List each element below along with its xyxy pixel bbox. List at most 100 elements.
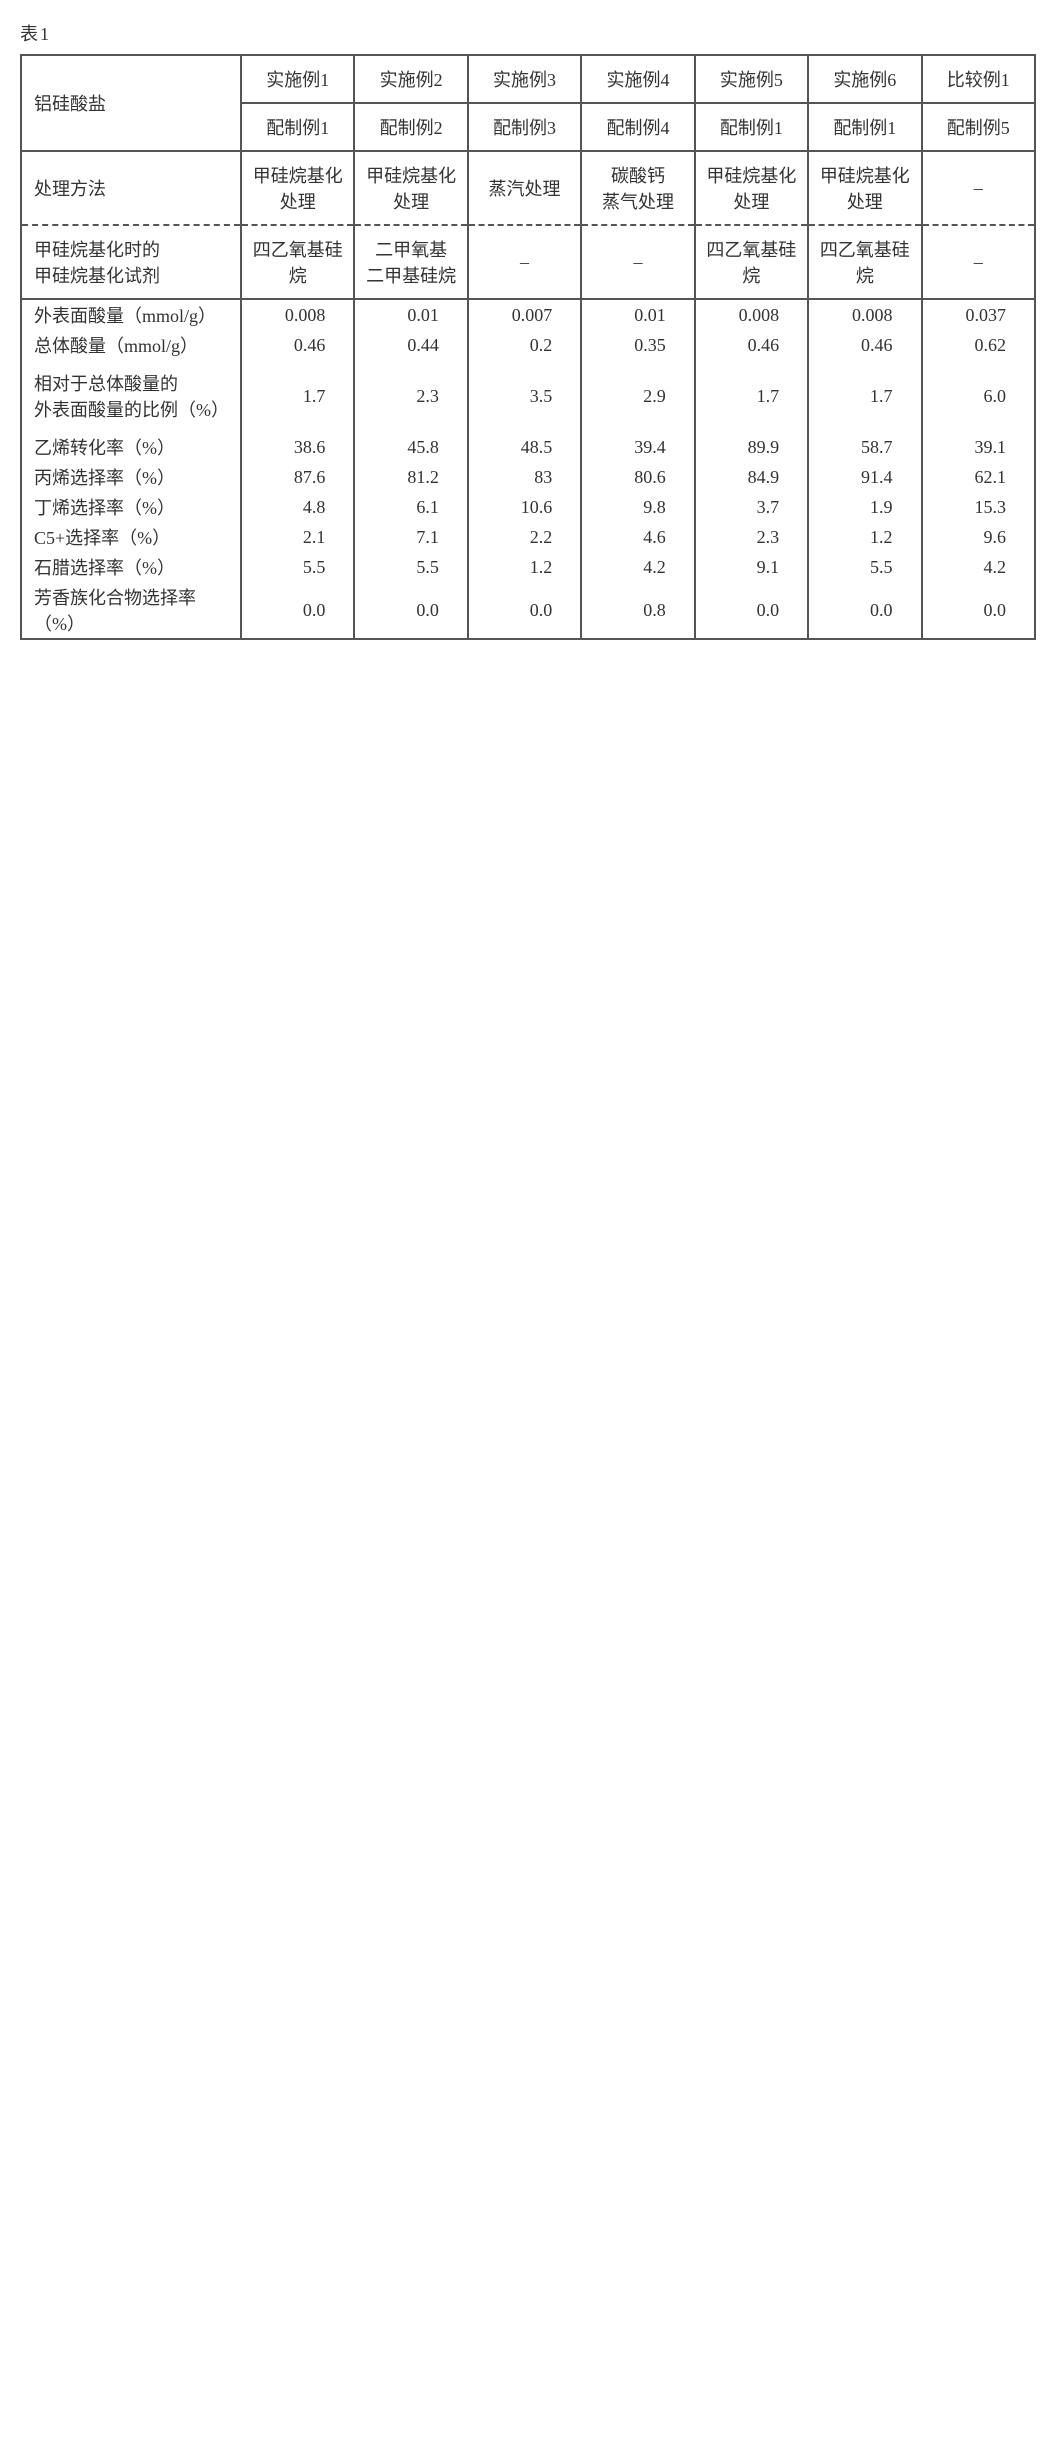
cell: 2.9 — [581, 360, 694, 432]
cell: 58.7 — [808, 432, 921, 462]
cell: 0.008 — [695, 299, 808, 330]
cell: 4.2 — [922, 552, 1035, 582]
row-ratio: 相对于总体酸量的 外表面酸量的比例（%） 1.7 2.3 3.5 2.9 1.7… — [21, 360, 1035, 432]
row-c5-sel: C5+选择率（%） 2.1 7.1 2.2 4.6 2.3 1.2 9.6 — [21, 522, 1035, 552]
cell: 1.7 — [695, 360, 808, 432]
row-label: C5+选择率（%） — [21, 522, 241, 552]
col-subheader: 配制例3 — [468, 103, 581, 151]
cell: 0.35 — [581, 330, 694, 360]
row-label: 芳香族化合物选择率（%） — [21, 582, 241, 639]
cell: 0.01 — [581, 299, 694, 330]
row-label: 乙烯转化率（%） — [21, 432, 241, 462]
cell: 45.8 — [354, 432, 467, 462]
row-label: 总体酸量（mmol/g） — [21, 330, 241, 360]
row-treatment: 处理方法 甲硅烷基化 处理 甲硅烷基化 处理 蒸汽处理 碳酸钙 蒸气处理 甲硅烷… — [21, 151, 1035, 225]
row-label: 丙烯选择率（%） — [21, 462, 241, 492]
cell: 5.5 — [808, 552, 921, 582]
col-header: 实施例1 — [241, 55, 354, 103]
col-subheader: 配制例1 — [808, 103, 921, 151]
row-label-treatment: 处理方法 — [21, 151, 241, 225]
cell: 四乙氧基硅烷 — [808, 225, 921, 299]
cell: 39.1 — [922, 432, 1035, 462]
row-label: 外表面酸量（mmol/g） — [21, 299, 241, 330]
cell: 39.4 — [581, 432, 694, 462]
cell: 四乙氧基硅烷 — [695, 225, 808, 299]
cell: 0.007 — [468, 299, 581, 330]
cell: 甲硅烷基化 处理 — [354, 151, 467, 225]
col-header: 比较例1 — [922, 55, 1035, 103]
cell: 0.46 — [695, 330, 808, 360]
cell: 0.46 — [808, 330, 921, 360]
col-subheader: 配制例2 — [354, 103, 467, 151]
cell: 1.2 — [468, 552, 581, 582]
cell: 2.3 — [354, 360, 467, 432]
cell: 5.5 — [354, 552, 467, 582]
cell: 1.2 — [808, 522, 921, 552]
cell: 0.8 — [581, 582, 694, 639]
row-label: 石腊选择率（%） — [21, 552, 241, 582]
cell: 0.0 — [808, 582, 921, 639]
cell: 4.6 — [581, 522, 694, 552]
cell: 0.0 — [354, 582, 467, 639]
cell: – — [581, 225, 694, 299]
cell: 38.6 — [241, 432, 354, 462]
cell: 9.8 — [581, 492, 694, 522]
cell: 蒸汽处理 — [468, 151, 581, 225]
cell: 48.5 — [468, 432, 581, 462]
cell: 0.008 — [241, 299, 354, 330]
cell: 62.1 — [922, 462, 1035, 492]
row-aromatic-sel: 芳香族化合物选择率（%） 0.0 0.0 0.0 0.8 0.0 0.0 0.0 — [21, 582, 1035, 639]
table-caption: 表1 — [20, 20, 1036, 46]
cell: 9.1 — [695, 552, 808, 582]
cell: 甲硅烷基化 处理 — [241, 151, 354, 225]
cell: 10.6 — [468, 492, 581, 522]
cell: 6.1 — [354, 492, 467, 522]
cell: 3.5 — [468, 360, 581, 432]
cell: – — [922, 151, 1035, 225]
cell: 0.46 — [241, 330, 354, 360]
row-ext-acid: 外表面酸量（mmol/g） 0.008 0.01 0.007 0.01 0.00… — [21, 299, 1035, 330]
col-header: 实施例2 — [354, 55, 467, 103]
row-eth-conv: 乙烯转化率（%） 38.6 45.8 48.5 39.4 89.9 58.7 3… — [21, 432, 1035, 462]
cell: 4.2 — [581, 552, 694, 582]
row-label: 丁烯选择率（%） — [21, 492, 241, 522]
cell: – — [468, 225, 581, 299]
cell: 0.44 — [354, 330, 467, 360]
col-subheader: 配制例4 — [581, 103, 694, 151]
cell: 7.1 — [354, 522, 467, 552]
col-subheader: 配制例5 — [922, 103, 1035, 151]
col-header: 实施例4 — [581, 55, 694, 103]
cell: 2.1 — [241, 522, 354, 552]
cell: 1.7 — [808, 360, 921, 432]
cell: 9.6 — [922, 522, 1035, 552]
row-label: 相对于总体酸量的 外表面酸量的比例（%） — [21, 360, 241, 432]
cell: 甲硅烷基化 处理 — [808, 151, 921, 225]
cell: 0.037 — [922, 299, 1035, 330]
row-prop-sel: 丙烯选择率（%） 87.6 81.2 83 80.6 84.9 91.4 62.… — [21, 462, 1035, 492]
cell: 87.6 — [241, 462, 354, 492]
cell: 15.3 — [922, 492, 1035, 522]
row-label-aluminosilicate: 铝硅酸盐 — [21, 55, 241, 151]
cell: 2.2 — [468, 522, 581, 552]
cell: – — [922, 225, 1035, 299]
cell: 0.62 — [922, 330, 1035, 360]
cell: 0.2 — [468, 330, 581, 360]
data-table: 铝硅酸盐 实施例1 实施例2 实施例3 实施例4 实施例5 实施例6 比较例1 … — [20, 54, 1036, 640]
col-header: 实施例5 — [695, 55, 808, 103]
cell: 0.0 — [695, 582, 808, 639]
cell: 四乙氧基硅烷 — [241, 225, 354, 299]
header-row-1: 铝硅酸盐 实施例1 实施例2 实施例3 实施例4 实施例5 实施例6 比较例1 — [21, 55, 1035, 103]
cell: 2.3 — [695, 522, 808, 552]
cell: 89.9 — [695, 432, 808, 462]
col-subheader: 配制例1 — [695, 103, 808, 151]
cell: 4.8 — [241, 492, 354, 522]
col-subheader: 配制例1 — [241, 103, 354, 151]
cell: 0.0 — [468, 582, 581, 639]
cell: 0.0 — [922, 582, 1035, 639]
cell: 5.5 — [241, 552, 354, 582]
cell: 3.7 — [695, 492, 808, 522]
cell: 6.0 — [922, 360, 1035, 432]
cell: 0.0 — [241, 582, 354, 639]
cell: 二甲氧基 二甲基硅烷 — [354, 225, 467, 299]
row-paraffin-sel: 石腊选择率（%） 5.5 5.5 1.2 4.2 9.1 5.5 4.2 — [21, 552, 1035, 582]
